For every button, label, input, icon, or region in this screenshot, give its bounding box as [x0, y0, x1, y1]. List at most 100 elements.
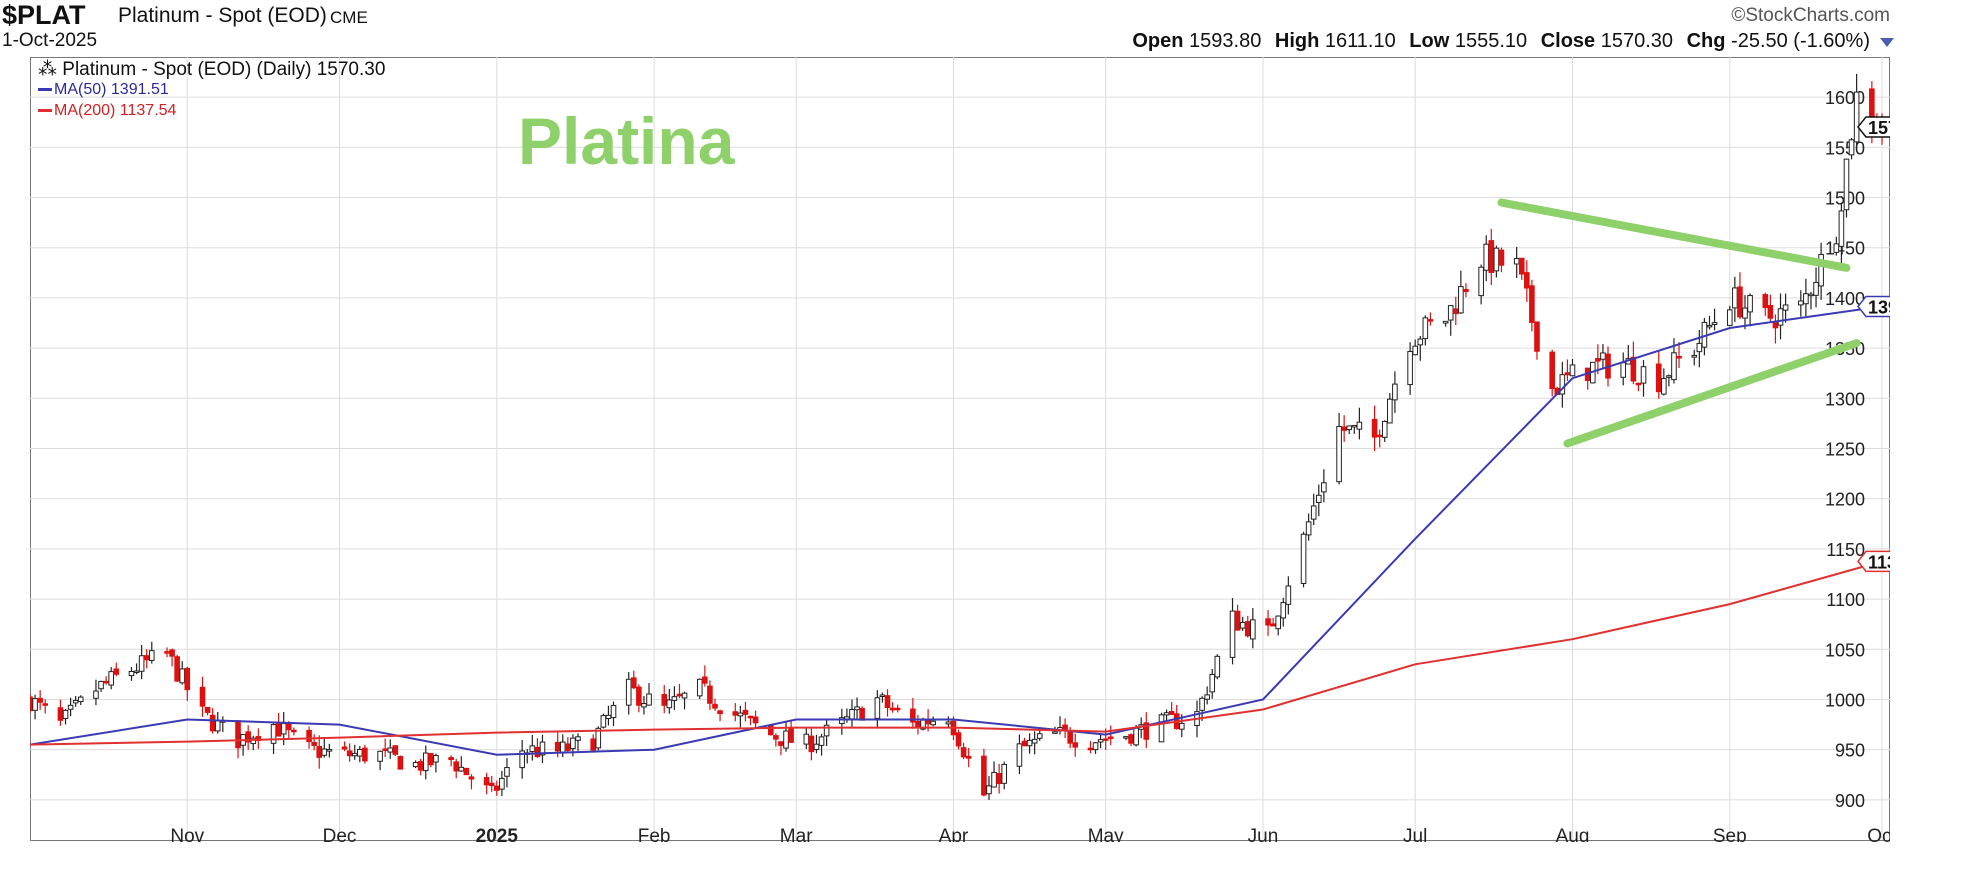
candle-body	[1732, 287, 1738, 309]
candle-body	[1315, 494, 1322, 504]
legend-main: ⁂ Platinum - Spot (EOD) (Daily) 1570.30	[38, 58, 385, 81]
candle-body	[910, 708, 916, 723]
candle-body	[362, 747, 368, 762]
candle-body	[280, 723, 287, 735]
candle-body	[1620, 362, 1627, 378]
candle-body	[1270, 623, 1276, 627]
price-tag	[1857, 295, 1890, 318]
candle-body	[1782, 304, 1789, 311]
high-value: 1611.10	[1324, 30, 1396, 52]
candle-body	[1102, 738, 1109, 741]
x-tick-label: Mar	[780, 826, 813, 842]
ma50-line	[30, 305, 1883, 756]
candle-body	[884, 695, 891, 709]
candle-body	[1280, 602, 1287, 619]
candle-body	[179, 668, 186, 684]
candle-body	[981, 755, 987, 796]
candle-body	[681, 692, 688, 699]
candle-body	[534, 746, 541, 758]
candle-body	[1762, 294, 1769, 309]
candle-body	[1524, 272, 1530, 289]
price-tag-label: 1570.30	[1868, 118, 1890, 138]
candle-body	[559, 741, 566, 753]
candle-body	[519, 750, 525, 769]
chg-label: Chg	[1686, 30, 1726, 52]
candle-body	[1518, 257, 1525, 275]
candle-body	[565, 743, 571, 751]
candle-body	[1021, 740, 1028, 747]
candle-body	[636, 686, 642, 706]
close-label: Close	[1540, 30, 1596, 52]
candle-body	[1843, 158, 1850, 211]
candle-body	[874, 697, 881, 719]
candle-body	[1808, 293, 1814, 297]
chevron-down-icon[interactable]	[1880, 38, 1894, 47]
candle-body	[1123, 736, 1129, 739]
y-tick-label: 1100	[1826, 590, 1865, 610]
high-label: High	[1274, 30, 1320, 52]
x-tick-label: Aug	[1556, 826, 1590, 842]
x-tick-label: Jul	[1403, 826, 1427, 842]
candle-body	[529, 745, 536, 753]
candle-body	[1168, 710, 1175, 715]
candle-body	[1097, 739, 1104, 743]
trendline	[1497, 198, 1851, 272]
candle-body	[1351, 424, 1358, 428]
candle-body	[1813, 281, 1819, 296]
price-chart[interactable]: 9009501000105011001150120012501300135014…	[30, 57, 1890, 842]
ohlc-readout: Open 1593.80 High 1611.10 Low 1555.10 Cl…	[1132, 30, 1878, 53]
candle-body	[209, 714, 216, 732]
candle-body	[788, 728, 794, 743]
candle-body	[1513, 258, 1520, 265]
candle-body	[285, 723, 292, 731]
candle-body	[72, 699, 79, 704]
candle-body	[610, 704, 617, 719]
price-tag	[1857, 116, 1890, 138]
candle-body	[1376, 434, 1383, 438]
candle-body	[458, 766, 465, 772]
candle-body	[752, 716, 759, 724]
candle-body	[1478, 266, 1484, 297]
candle-body	[1026, 739, 1033, 747]
candle-body	[1052, 731, 1058, 734]
candle-body	[1092, 742, 1099, 751]
candle-body	[960, 747, 967, 758]
candle-body	[1321, 482, 1327, 493]
y-tick-label: 1000	[1825, 690, 1865, 710]
candle-body	[1777, 308, 1784, 326]
candle-body	[1559, 374, 1566, 395]
candle-body	[133, 670, 140, 674]
candle-body	[554, 741, 561, 752]
candle-body	[270, 724, 277, 744]
candle-body	[1422, 317, 1429, 340]
candle-body	[1209, 673, 1216, 693]
candle-body	[1107, 736, 1114, 739]
candle-body	[539, 741, 546, 756]
candle-body	[382, 748, 388, 751]
ma50-swatch	[38, 88, 52, 92]
candle-body	[1387, 398, 1393, 424]
candle-body	[1300, 533, 1307, 584]
legend-ma200: MA(200) 1137.54	[38, 102, 176, 120]
candle-body	[1133, 727, 1139, 746]
candle-body	[488, 782, 495, 787]
candle-body	[600, 715, 607, 728]
candle-body	[1458, 286, 1464, 314]
candle-body	[1549, 351, 1555, 390]
candle-body	[768, 724, 774, 736]
price-tag-label: 1391.51	[1868, 297, 1890, 317]
candle-body	[108, 671, 114, 686]
candle-body	[164, 651, 170, 654]
candle-body	[1336, 426, 1342, 483]
candle-body	[1143, 722, 1150, 740]
candle-body	[1661, 378, 1667, 395]
candle-body	[1696, 342, 1703, 353]
candle-body	[1671, 352, 1677, 381]
trendline	[1563, 339, 1861, 448]
candle-body	[1427, 319, 1434, 322]
y-tick-label: 1050	[1825, 640, 1865, 660]
candle-body	[1442, 320, 1449, 324]
candle-body	[570, 737, 576, 750]
candle-body	[128, 670, 135, 677]
candle-body	[631, 677, 637, 689]
